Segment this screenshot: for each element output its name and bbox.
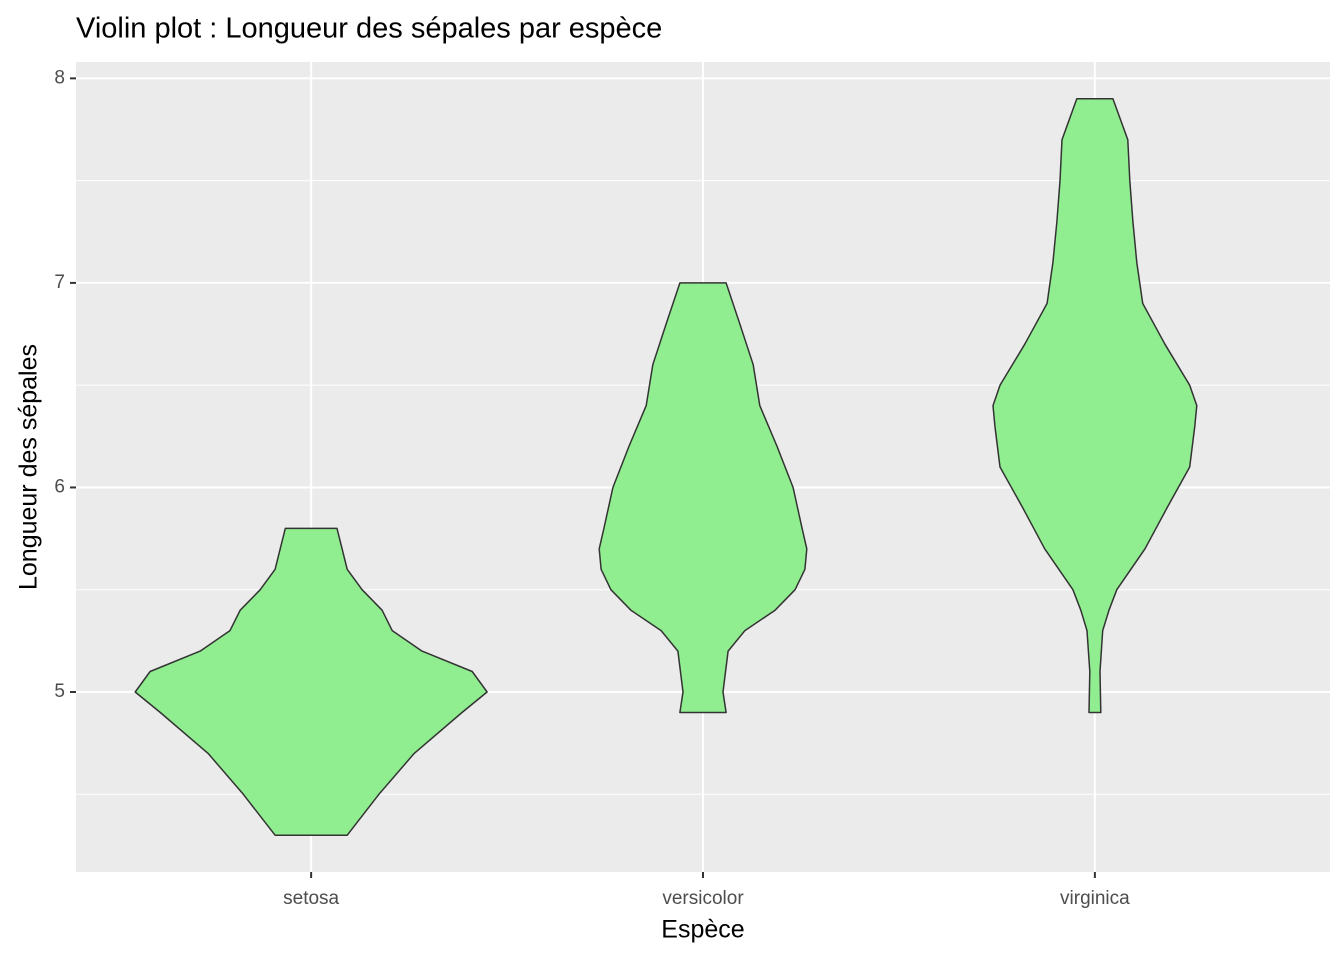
y-tick-label: 6 <box>54 476 65 497</box>
x-tick-label: setosa <box>283 888 339 909</box>
y-axis-title: Longueur des sépales <box>15 344 43 590</box>
x-tick-label: versicolor <box>662 888 744 909</box>
violin <box>134 527 488 836</box>
x-axis-title: Espèce <box>661 916 744 944</box>
y-tick-label: 5 <box>54 681 65 702</box>
chart-title: Violin plot : Longueur des sépales par e… <box>76 13 662 45</box>
y-tick-label: 8 <box>54 67 65 88</box>
x-tick-label: virginica <box>1060 888 1130 909</box>
violin <box>992 98 1198 714</box>
y-tick-label: 7 <box>54 272 65 293</box>
violin <box>598 282 808 714</box>
